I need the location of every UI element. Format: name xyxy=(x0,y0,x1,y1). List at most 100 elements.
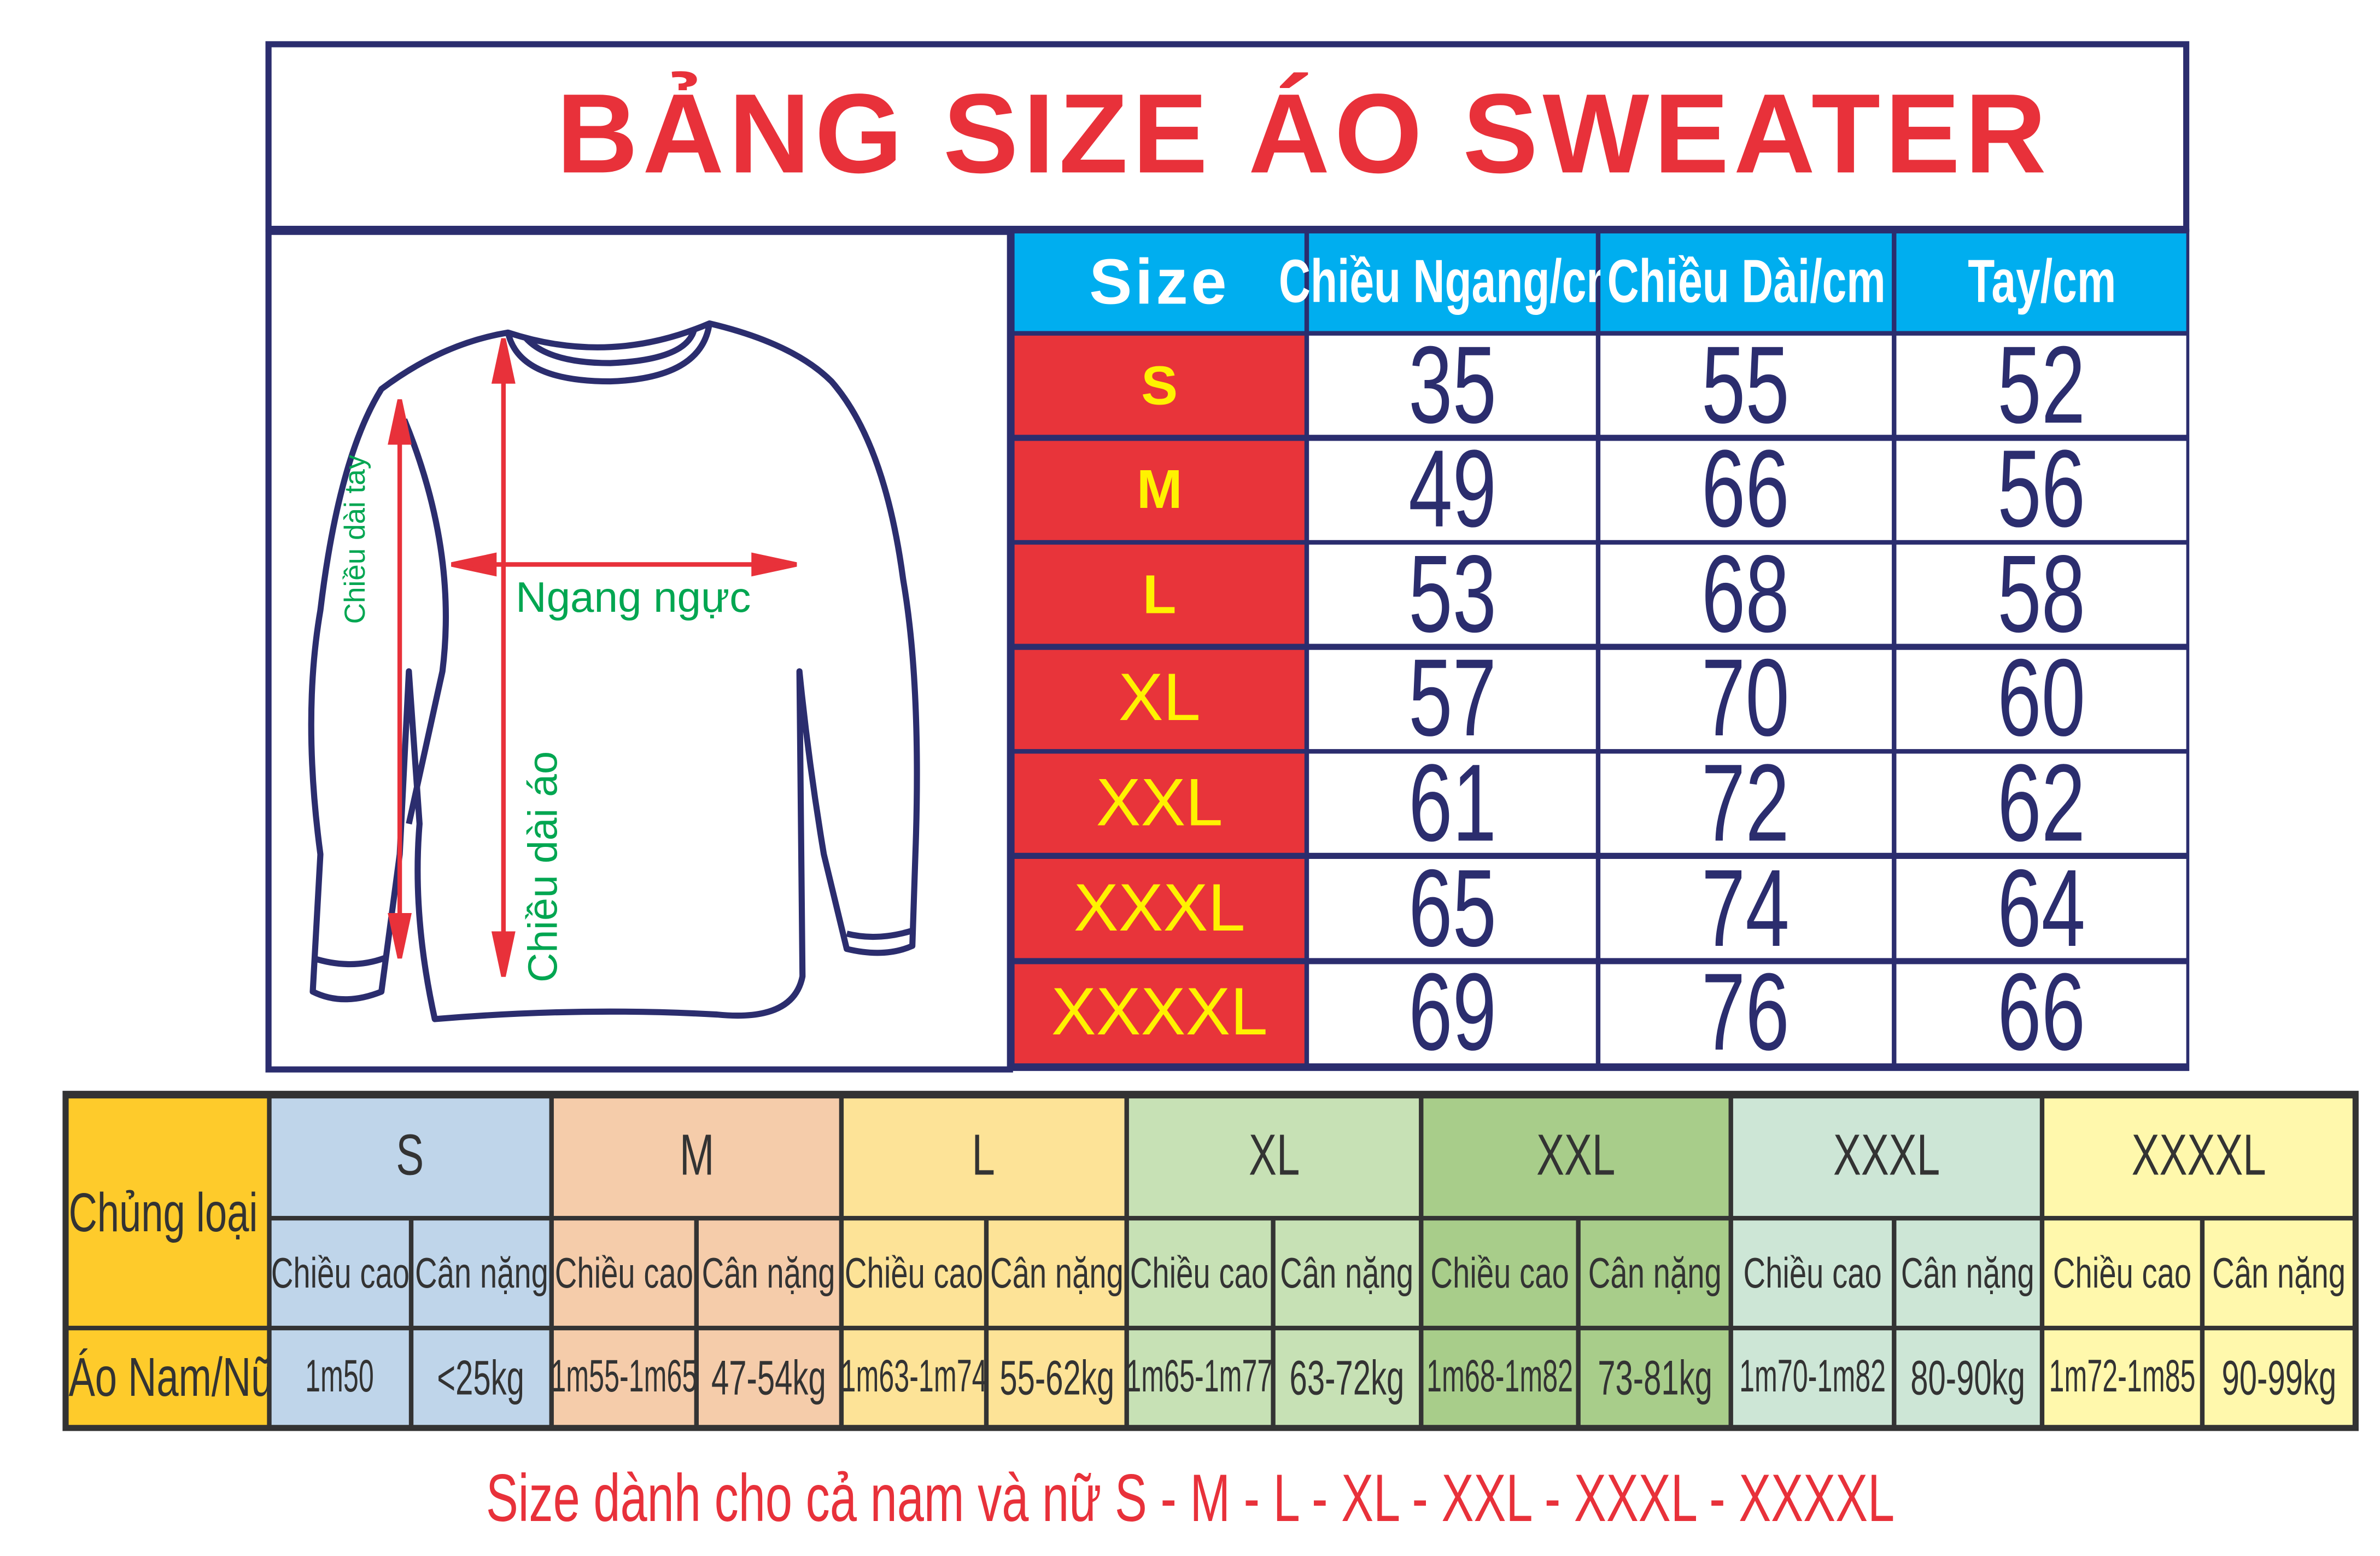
measurement-cell-text: 64 xyxy=(1997,847,2086,970)
size-group-header: XXXXL xyxy=(2044,1098,2353,1216)
size-cell: S xyxy=(1014,335,1305,435)
column-header: Tay/cm xyxy=(1896,233,2186,331)
weight-header: Cân nặng xyxy=(1275,1220,1419,1326)
measurement-cell: 70 xyxy=(1600,638,1892,760)
measurement-cell: 49 xyxy=(1309,429,1596,551)
height-value: 1m55-1m65 xyxy=(551,1330,698,1425)
weight-header-text: Cân nặng xyxy=(990,1248,1124,1296)
height-header-text: Chiều cao xyxy=(271,1248,410,1296)
height-header-text: Chiều cao xyxy=(844,1248,984,1296)
row-label: Áo Nam/Nữ xyxy=(68,1330,278,1425)
weight-header: Cân nặng xyxy=(989,1220,1125,1326)
measurement-cell-text: 55 xyxy=(1702,324,1791,447)
weight-header-text: Cân nặng xyxy=(414,1248,548,1296)
size-group-header: L xyxy=(844,1098,1125,1216)
size-cell-text: S xyxy=(1141,353,1178,416)
height-weight-table: Chủng loại Áo Nam/Nữ S Chiều cao Cân nặng 1m5… xyxy=(62,1091,2359,1431)
weight-header-text: Cân nặng xyxy=(2212,1248,2346,1296)
size-cell-text: XL xyxy=(1118,661,1201,736)
height-value-text: 1m55-1m65 xyxy=(551,1352,698,1402)
measurement-cell-text: 62 xyxy=(1997,742,2086,865)
sleeve-length-label: Chiều dài tay xyxy=(340,454,372,624)
size-measurement-table: Size Chiều Ngang/cm Chiều Dài/cm Tay/cm S 35 5… xyxy=(1011,229,2190,1074)
weight-value: 47-54kg xyxy=(699,1330,839,1425)
measurement-cell: 62 xyxy=(1896,743,2186,865)
size-group-header: M xyxy=(553,1098,839,1216)
measurement-cell-text: 68 xyxy=(1702,533,1791,656)
size-cell: XXL xyxy=(1014,754,1305,853)
height-value-text: 1m50 xyxy=(306,1352,375,1402)
size-group-header-text: M xyxy=(679,1124,714,1189)
measurement-cell-text: 76 xyxy=(1702,952,1791,1074)
size-group-header: XXXL xyxy=(1733,1098,2040,1216)
size-cell: M xyxy=(1014,440,1305,540)
measurement-cell-text: 60 xyxy=(1997,638,2086,761)
measurement-cell: 55 xyxy=(1600,324,1892,446)
weight-header-text: Cân nặng xyxy=(1588,1248,1722,1296)
chest-width-label: Ngang ngực xyxy=(516,574,751,621)
size-group-header-text: L xyxy=(972,1124,996,1189)
height-value-text: 1m70-1m82 xyxy=(1739,1352,1886,1402)
measurement-cell-text: 57 xyxy=(1408,638,1496,761)
measurement-cell-text: 66 xyxy=(1997,952,2086,1074)
measurement-cell: 56 xyxy=(1896,429,2186,551)
measurement-cell-text: 72 xyxy=(1702,742,1791,865)
measurement-cell: 66 xyxy=(1896,952,2186,1074)
size-group-header-text: XL xyxy=(1248,1124,1300,1189)
height-header: Chiều cao xyxy=(2044,1220,2200,1326)
measurement-cell: 57 xyxy=(1309,638,1596,760)
weight-header: Cân nặng xyxy=(413,1220,549,1326)
height-header-text: Chiều cao xyxy=(1130,1248,1270,1296)
weight-value-text: 55-62kg xyxy=(999,1349,1114,1405)
height-header-text: Chiều cao xyxy=(554,1248,693,1296)
page-title: BẢNG SIZE ÁO SWEATER xyxy=(556,70,2051,197)
category-header: Chủng loại xyxy=(68,1098,267,1326)
measurement-cell: 52 xyxy=(1896,324,2186,446)
height-header-text: Chiều cao xyxy=(1430,1248,1569,1296)
measurement-cell-text: 56 xyxy=(1997,429,2086,551)
size-cell-text: M xyxy=(1136,458,1183,520)
height-value: 1m65-1m77 xyxy=(1127,1330,1273,1425)
height-header: Chiều cao xyxy=(553,1220,694,1326)
height-header: Chiều cao xyxy=(844,1220,984,1326)
size-group-header: XXL xyxy=(1423,1098,1729,1216)
size-cell: XL xyxy=(1014,650,1305,749)
column-header-text: Size xyxy=(1089,245,1230,318)
weight-value-text: 90-99kg xyxy=(2221,1349,2336,1405)
column-header: Chiều Ngang/cm xyxy=(1279,233,1625,331)
size-group-header: XL xyxy=(1128,1098,1419,1216)
footer-note: Size dành cho cả nam và nữ S - M - L - X… xyxy=(486,1461,1894,1536)
weight-header: Cân nặng xyxy=(1580,1220,1729,1326)
weight-value-text: 47-54kg xyxy=(711,1349,827,1405)
sweater-outline-icon xyxy=(308,320,920,1022)
height-header-text: Chiều cao xyxy=(2052,1248,2192,1296)
size-cell-text: XXXL xyxy=(1073,870,1245,945)
weight-value: <25kg xyxy=(413,1330,549,1425)
height-value-text: 1m72-1m85 xyxy=(2049,1352,2196,1402)
column-header-text: Tay/cm xyxy=(1967,248,2116,315)
height-value-text: 1m63-1m74 xyxy=(840,1352,987,1402)
measurement-cell: 53 xyxy=(1309,534,1596,656)
height-header: Chiều cao xyxy=(1128,1220,1271,1326)
weight-header: Cân nặng xyxy=(699,1220,839,1326)
column-header: Size xyxy=(1014,233,1305,331)
measurement-cell: 35 xyxy=(1309,324,1596,446)
weight-value-text: 73-81kg xyxy=(1597,1349,1712,1405)
sweater-illustration xyxy=(308,320,920,1022)
measurement-cell-text: 65 xyxy=(1408,847,1496,970)
category-header-text: Chủng loại xyxy=(68,1180,258,1243)
weight-value: 73-81kg xyxy=(1580,1330,1729,1425)
size-group-header-text: S xyxy=(396,1124,425,1189)
measurement-cell: 76 xyxy=(1600,952,1892,1074)
measurement-cell: 60 xyxy=(1896,638,2186,760)
measurement-cell: 61 xyxy=(1309,743,1596,865)
height-value: 1m63-1m74 xyxy=(840,1330,987,1425)
measurement-cell: 72 xyxy=(1600,743,1892,865)
height-header: Chiều cao xyxy=(1733,1220,1892,1326)
measurement-cell: 65 xyxy=(1309,847,1596,969)
height-value: 1m70-1m82 xyxy=(1733,1330,1892,1425)
height-header: Chiều cao xyxy=(1423,1220,1576,1326)
measurement-cell-text: 66 xyxy=(1702,429,1791,551)
measurement-cell-text: 35 xyxy=(1408,324,1496,447)
